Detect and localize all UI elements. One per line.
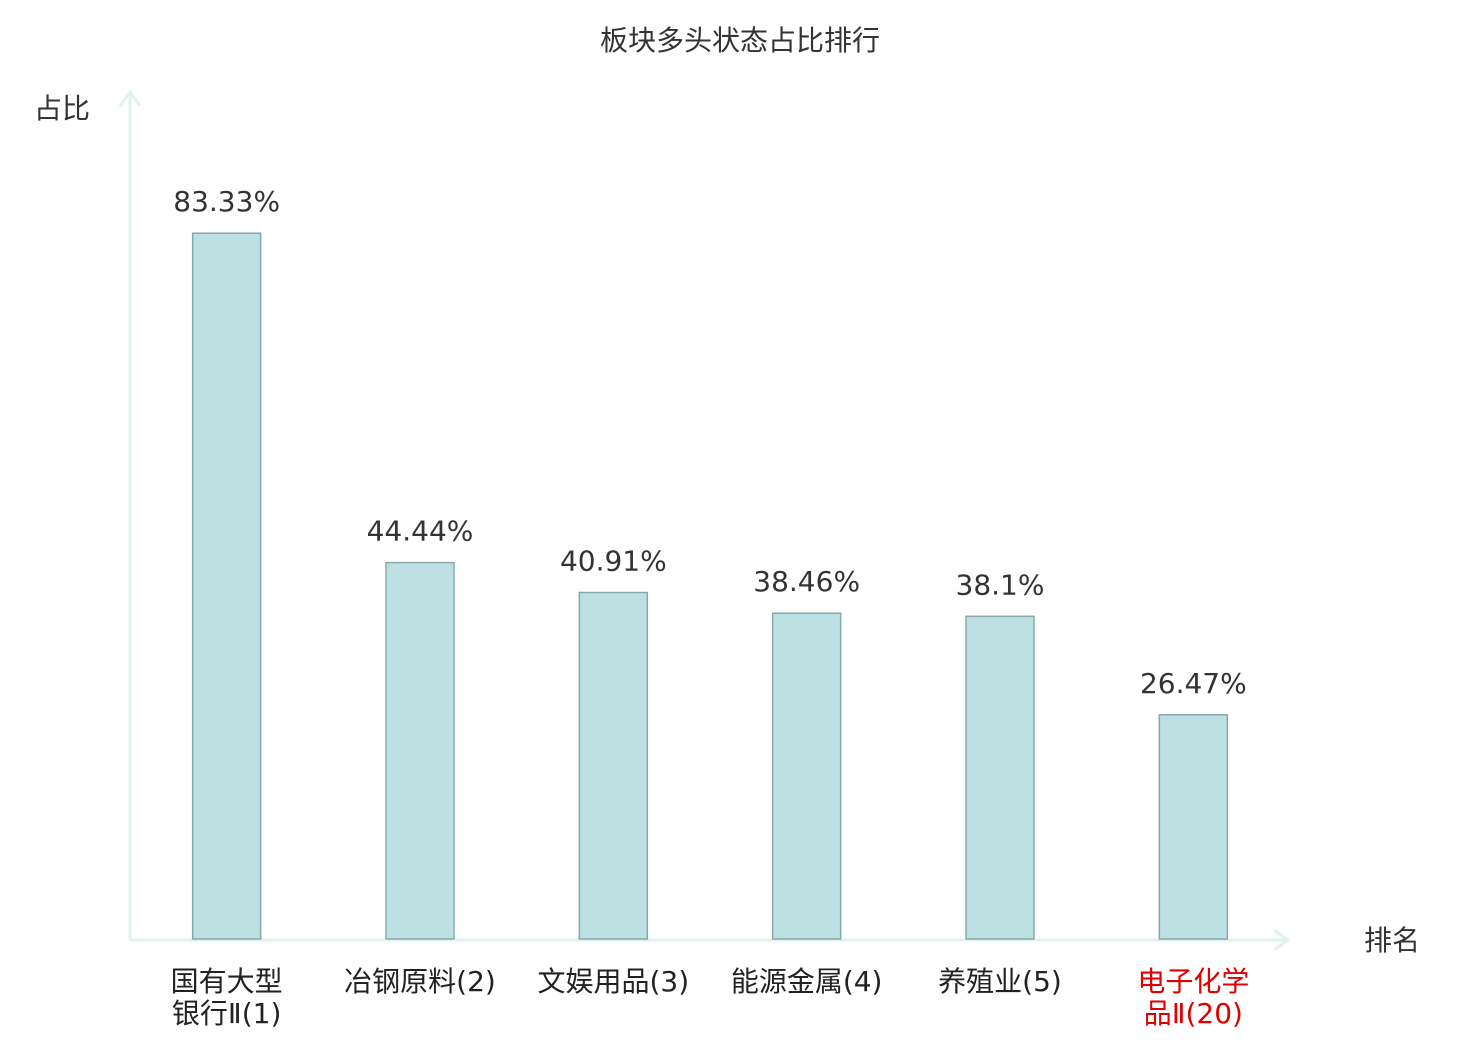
bar [191, 232, 262, 940]
axes [118, 89, 1291, 952]
value-label: 83.33% [173, 185, 280, 218]
x-tick-label: 文娱用品(3) [537, 965, 690, 998]
bar [771, 612, 842, 940]
bar [1158, 714, 1229, 940]
bar [965, 615, 1035, 940]
x-tick-label: 冶钢原料(2) [344, 965, 496, 998]
x-tick-label: 电子化学 品Ⅱ(20) [1137, 965, 1250, 1030]
chart-title: 板块多头状态占比排行 [600, 24, 880, 57]
bar [578, 591, 649, 940]
x-tick-label: 能源金属(4) [730, 965, 883, 998]
x-axis-label: 排名 [1364, 924, 1420, 957]
bar [385, 561, 455, 940]
value-label: 44.44% [367, 515, 474, 548]
value-label: 38.1% [956, 568, 1045, 601]
value-label: 26.47% [1140, 667, 1247, 700]
y-axis-label: 占比 [34, 92, 90, 125]
value-label: 38.46% [753, 565, 860, 598]
x-tick-label: 养殖业(5) [938, 965, 1062, 998]
value-label: 40.91% [560, 544, 667, 577]
x-tick-label: 国有大型 银行Ⅱ(1) [170, 965, 283, 1030]
